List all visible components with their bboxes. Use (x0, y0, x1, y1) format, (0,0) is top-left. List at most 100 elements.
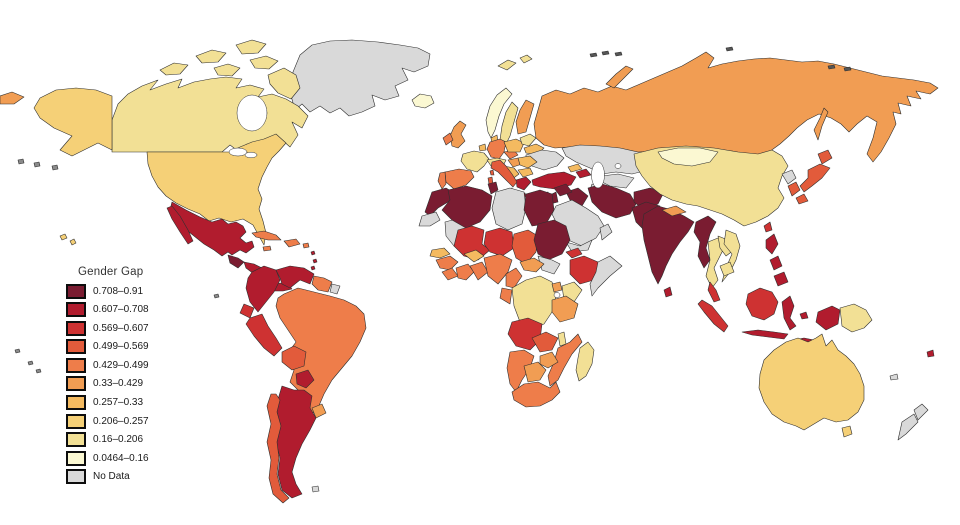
country-italy (490, 159, 518, 188)
aleutian-islands (17, 158, 59, 171)
baltic-states (519, 133, 537, 147)
country-mexico (169, 201, 255, 257)
country-zambia (531, 331, 559, 353)
benelux (478, 143, 487, 152)
country-chad (511, 229, 539, 265)
country-cuba (251, 230, 282, 241)
tasmania (841, 425, 853, 438)
legend-label: 0.257–0.33 (93, 397, 144, 409)
papua-new-guinea (839, 303, 873, 333)
java (741, 329, 789, 340)
legend-item: 0.607–0.708 (66, 302, 149, 318)
pacific-island-specks (14, 293, 220, 374)
country-niger (483, 227, 515, 257)
country-iran (587, 183, 637, 219)
central-african-republic (519, 257, 545, 273)
country-algeria (441, 185, 493, 229)
country-georgia (567, 163, 583, 173)
country-madagascar (575, 341, 595, 382)
country-greece (515, 176, 532, 191)
country-egypt (523, 189, 555, 227)
country-alaska (33, 87, 113, 157)
legend-item: 0.499–0.569 (66, 339, 149, 355)
country-botswana (523, 361, 547, 383)
legend-label: 0.0464–0.16 (93, 452, 149, 464)
japan (795, 149, 833, 205)
legend-swatch (66, 469, 86, 485)
french-guiana (329, 283, 341, 295)
country-guyana-suriname (311, 275, 333, 293)
legend-item: 0.33–0.429 (66, 376, 149, 392)
map-legend: Gender Gap 0.708–0.91 0.607–0.708 0.569–… (66, 266, 149, 488)
south-korea (787, 181, 801, 197)
south-sudan (537, 255, 561, 275)
arctic-island-specks (589, 46, 852, 72)
country-uganda (551, 281, 563, 293)
borneo (745, 287, 779, 321)
hawaii (59, 233, 77, 246)
legend-label: 0.708–0.91 (93, 285, 144, 297)
sulawesi (781, 295, 797, 331)
puerto-rico (302, 242, 310, 249)
legend-label: No Data (93, 471, 130, 483)
country-peru (245, 313, 283, 357)
sri-lanka (663, 286, 673, 298)
country-nepal (661, 205, 687, 217)
country-namibia (506, 349, 535, 393)
great-lakes (228, 147, 248, 157)
country-malawi (557, 331, 567, 347)
country-morocco (424, 187, 457, 217)
hudson-bay (236, 94, 268, 132)
country-australia (758, 333, 865, 431)
legend-swatch (66, 320, 86, 336)
country-angola (507, 317, 543, 351)
country-guinea (435, 255, 459, 271)
country-somalia (589, 255, 623, 297)
legend-item: 0.0464–0.16 (66, 450, 149, 466)
legend-item: No Data (66, 469, 149, 485)
country-cameroon (505, 267, 523, 289)
legend-swatch (66, 450, 86, 466)
burkina-faso (463, 249, 485, 263)
country-bulgaria (517, 167, 534, 178)
country-paraguay (295, 369, 315, 389)
legend-swatch (66, 283, 86, 299)
country-zimbabwe (539, 351, 559, 369)
legend-title: Gender Gap (78, 266, 144, 278)
legend-swatch (66, 339, 86, 355)
country-india (641, 205, 695, 285)
country-guatemala (227, 254, 245, 269)
sumatra (697, 299, 729, 333)
country-uk (449, 120, 467, 149)
country-finland (515, 99, 535, 135)
gabon-congo (499, 287, 513, 305)
legend-swatch (66, 357, 86, 373)
country-chile (266, 393, 290, 504)
new-caledonia (889, 373, 899, 381)
ivory-coast (455, 263, 475, 281)
country-norway (485, 87, 513, 139)
country-sweden (499, 101, 519, 145)
country-syria (553, 183, 573, 197)
moluccas (799, 311, 809, 320)
corsica (489, 169, 495, 176)
legend-label: 0.607–0.708 (93, 304, 149, 316)
country-greenland (289, 39, 431, 117)
falkland-islands (311, 485, 320, 493)
sakhalin (813, 107, 829, 141)
hispaniola (283, 238, 301, 248)
legend-swatch (66, 413, 86, 429)
country-argentina (275, 385, 317, 499)
legend-label: 0.499–0.569 (93, 341, 149, 353)
country-south-africa (511, 381, 561, 408)
legend-swatch (66, 432, 86, 448)
legend-item: 0.429–0.499 (66, 357, 149, 373)
legend-label: 0.16–0.206 (93, 434, 144, 446)
legend-item: 0.569–0.607 (66, 320, 149, 336)
legend-swatch (66, 395, 86, 411)
country-eritrea (565, 247, 583, 259)
legend-item: 0.16–0.206 (66, 432, 149, 448)
western-sahara (418, 211, 441, 227)
country-tunisia (487, 181, 499, 195)
